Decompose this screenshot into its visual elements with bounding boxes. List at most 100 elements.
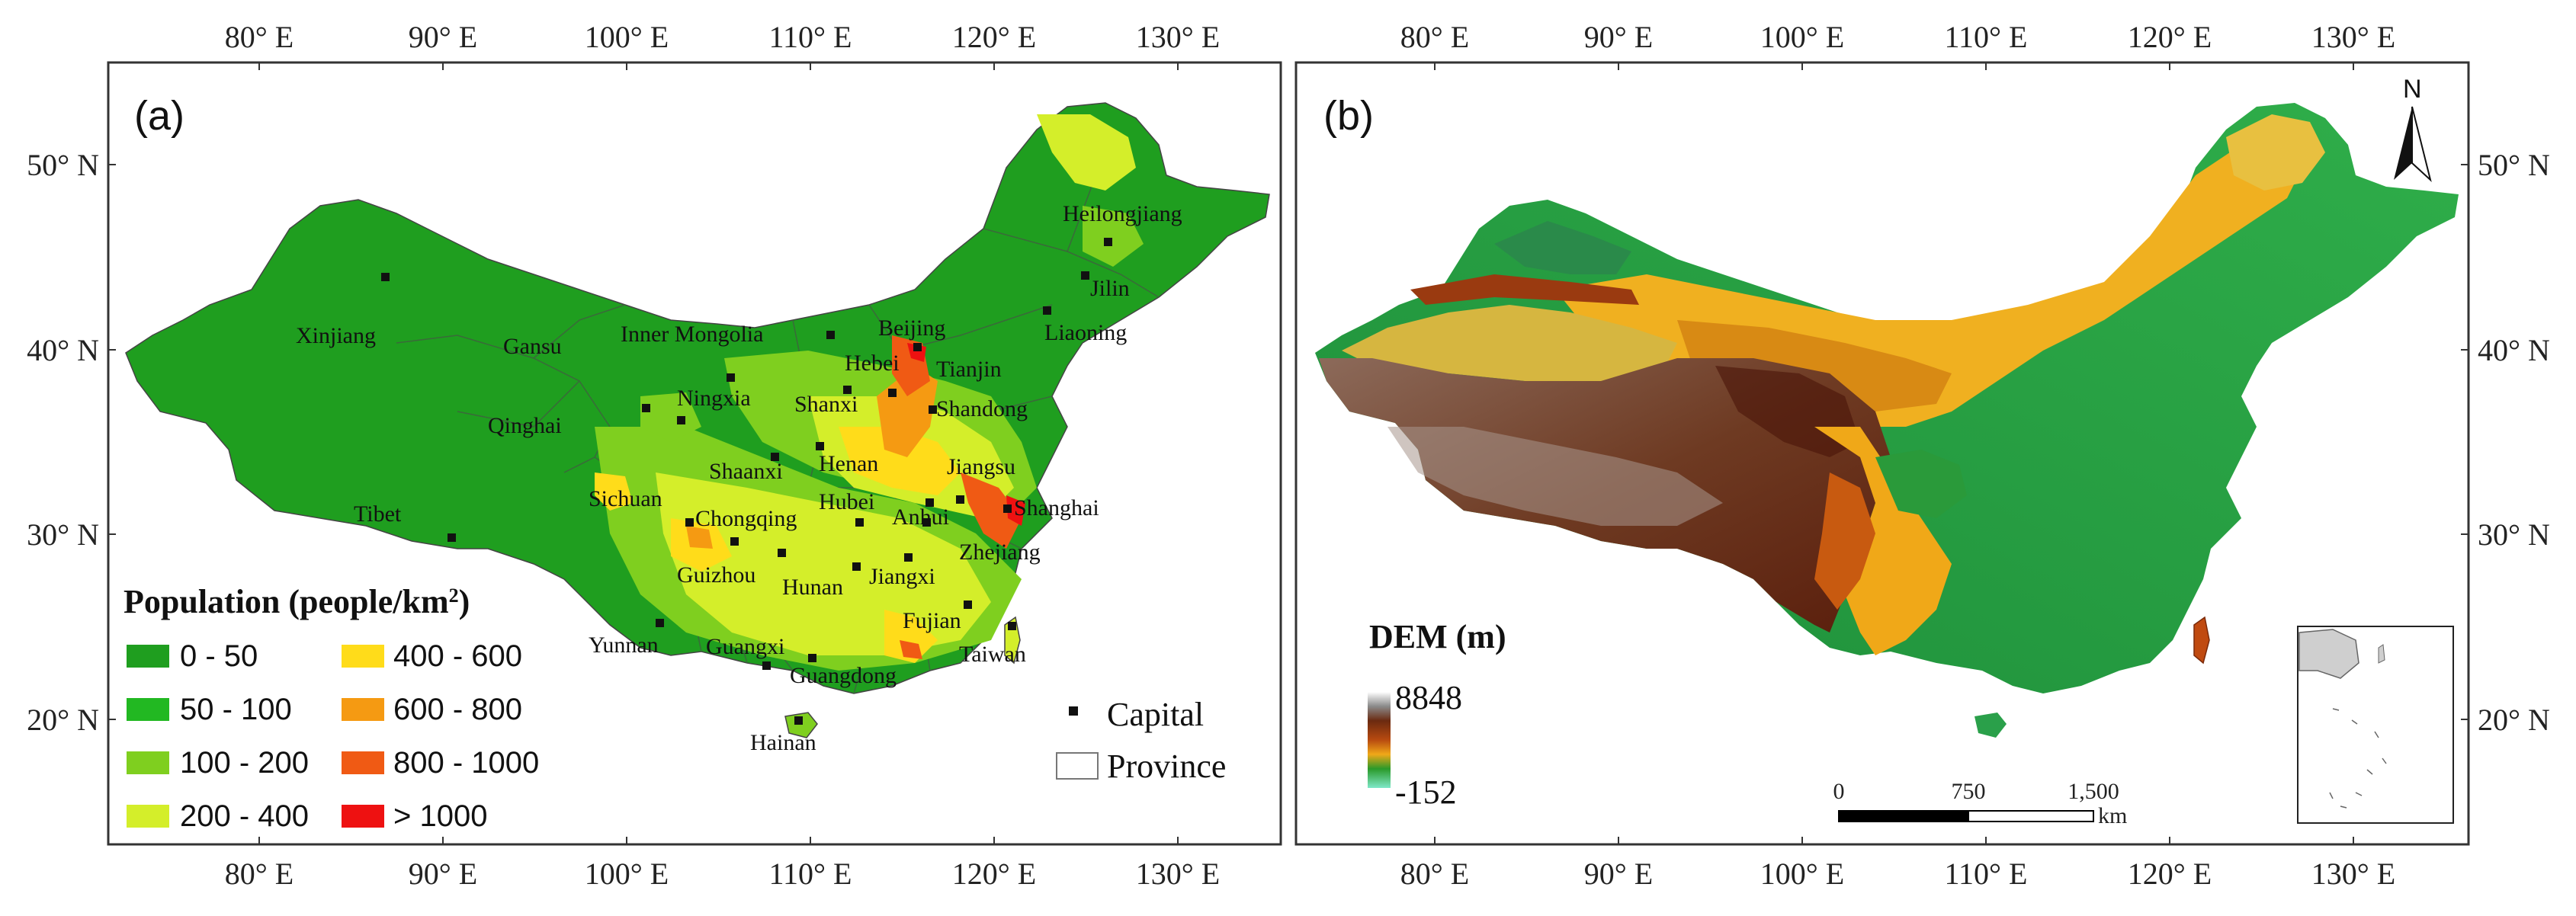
capital-marker <box>656 619 664 627</box>
lat-tick-label: 40° N <box>27 333 99 367</box>
panel-a-lon-bottom: 80° E 90° E 100° E 110° E 120° E 130° E <box>225 857 1220 891</box>
lon-tick-label: 130° E <box>2311 857 2395 891</box>
province-label: Zhejiang <box>959 540 1041 565</box>
lon-tick-label: 80° E <box>1400 857 1469 891</box>
panel-b-lon-top: 80° E 90° E 100° E 110° E 120° E 130° E <box>1400 20 2395 54</box>
population-legend: Population (people/km2) 0 - 50 50 - 100 … <box>124 583 1226 833</box>
province-label: Shandong <box>936 396 1028 421</box>
province-label: Guizhou <box>677 562 755 588</box>
province-label: Henan <box>819 451 878 476</box>
lon-tick-label: 80° E <box>225 857 294 891</box>
capital-marker <box>964 601 972 609</box>
capital-marker <box>448 533 456 542</box>
province-label: Jiangxi <box>869 564 935 589</box>
north-label: N <box>2403 75 2422 104</box>
dem-hengduan <box>1814 472 1875 610</box>
dem-high-peaks <box>1387 427 1723 526</box>
dem-basin <box>1342 305 1677 381</box>
capital-markers <box>381 238 1112 725</box>
legend-swatch <box>127 645 169 668</box>
capital-marker <box>904 553 913 562</box>
scale-label: 750 <box>1952 779 1986 804</box>
capital-marker <box>925 498 934 507</box>
legend-item-label: 400 - 600 <box>393 639 522 673</box>
dem-khingan <box>2226 114 2325 191</box>
lat-tick-label: 50° N <box>2478 148 2550 182</box>
legend-swatch <box>127 751 169 774</box>
panel-b-ticks <box>1434 62 2469 844</box>
legend-swatch <box>342 645 384 668</box>
legend-swatch <box>342 805 384 828</box>
legend-swatch <box>127 805 169 828</box>
province-label: Guangxi <box>706 634 784 659</box>
province-label: Hebei <box>845 351 900 376</box>
capital-legend-icon <box>1069 706 1078 716</box>
legend-swatch <box>342 751 384 774</box>
province-label: Shanghai <box>1014 495 1099 520</box>
capital-marker <box>730 537 739 546</box>
lon-tick-label: 120° E <box>952 857 1036 891</box>
scale-unit: km <box>2098 803 2127 828</box>
panel-a-ticks <box>108 62 1179 844</box>
province-label: Heilongjiang <box>1063 201 1182 226</box>
panel-b-lat-right: 50° N 40° N 30° N 20° N <box>2478 148 2550 737</box>
province-label: Beijing <box>878 315 945 341</box>
dem-legend-title: DEM (m) <box>1369 618 1506 655</box>
province-legend-icon <box>1056 752 1099 780</box>
scale-bar: 0 750 1,500 km <box>1833 779 2128 828</box>
province-label: Gansu <box>503 334 562 359</box>
lon-tick-label: 90° E <box>409 20 477 54</box>
dem-colorbar <box>1368 692 1391 788</box>
capital-marker <box>855 518 864 527</box>
province-label: Chongqing <box>695 506 797 531</box>
legend-item-label: 800 - 1000 <box>393 746 539 780</box>
lon-tick-label: 130° E <box>2311 20 2395 54</box>
dem-tianshan <box>1410 274 1639 305</box>
dem-max-label: 8848 <box>1395 679 1462 716</box>
capital-marker <box>381 273 390 281</box>
north-arrow-icon: N <box>2394 75 2432 182</box>
panel-a-label: (a) <box>134 93 184 139</box>
lon-tick-label: 100° E <box>1760 857 1844 891</box>
province-label: Hainan <box>750 730 816 755</box>
legend-swatch <box>342 698 384 721</box>
capital-marker <box>762 661 771 670</box>
province-label: Yunnan <box>589 633 659 658</box>
legend-swatch <box>127 698 169 721</box>
legend-item-label: 0 - 50 <box>180 639 258 673</box>
province-label: Xinjiang <box>296 323 376 348</box>
south-china-sea-inset <box>2297 626 2454 824</box>
dem-sichuan-basin <box>1875 450 1967 518</box>
lon-tick-label: 100° E <box>1760 20 1844 54</box>
province-label: Ningxia <box>677 386 751 411</box>
capital-marker <box>794 716 803 725</box>
capital-marker <box>727 373 735 382</box>
province-label: Hunan <box>782 575 843 600</box>
capital-marker <box>816 442 824 450</box>
scale-label: 1,500 <box>2068 779 2119 804</box>
province-label: Shanxi <box>794 392 858 417</box>
capital-marker <box>677 416 685 424</box>
legend-item-label: > 1000 <box>393 799 487 833</box>
capital-marker <box>826 331 835 339</box>
lat-tick-label: 20° N <box>27 703 99 737</box>
capital-marker <box>1043 306 1051 315</box>
dem-min-label: -152 <box>1395 773 1457 811</box>
capital-marker <box>778 549 786 557</box>
panel-a: Heilongjiang Jilin Liaoning Inner Mongol… <box>27 20 1282 891</box>
legend-item-label: 50 - 100 <box>180 693 292 726</box>
capital-marker <box>771 453 779 461</box>
lon-tick-label: 110° E <box>1945 20 2028 54</box>
hainan-dem <box>1975 713 2007 738</box>
capital-marker <box>808 654 816 662</box>
capital-marker <box>1003 504 1012 513</box>
lon-tick-label: 120° E <box>2128 20 2212 54</box>
province-label: Tianjin <box>936 357 1002 382</box>
capital-marker <box>685 518 694 527</box>
lon-tick-label: 80° E <box>1400 20 1469 54</box>
dem-yungui <box>1814 427 1952 655</box>
lon-tick-label: 110° E <box>1945 857 2028 891</box>
capital-marker <box>929 405 937 414</box>
capital-legend-label: Capital <box>1107 696 1204 733</box>
